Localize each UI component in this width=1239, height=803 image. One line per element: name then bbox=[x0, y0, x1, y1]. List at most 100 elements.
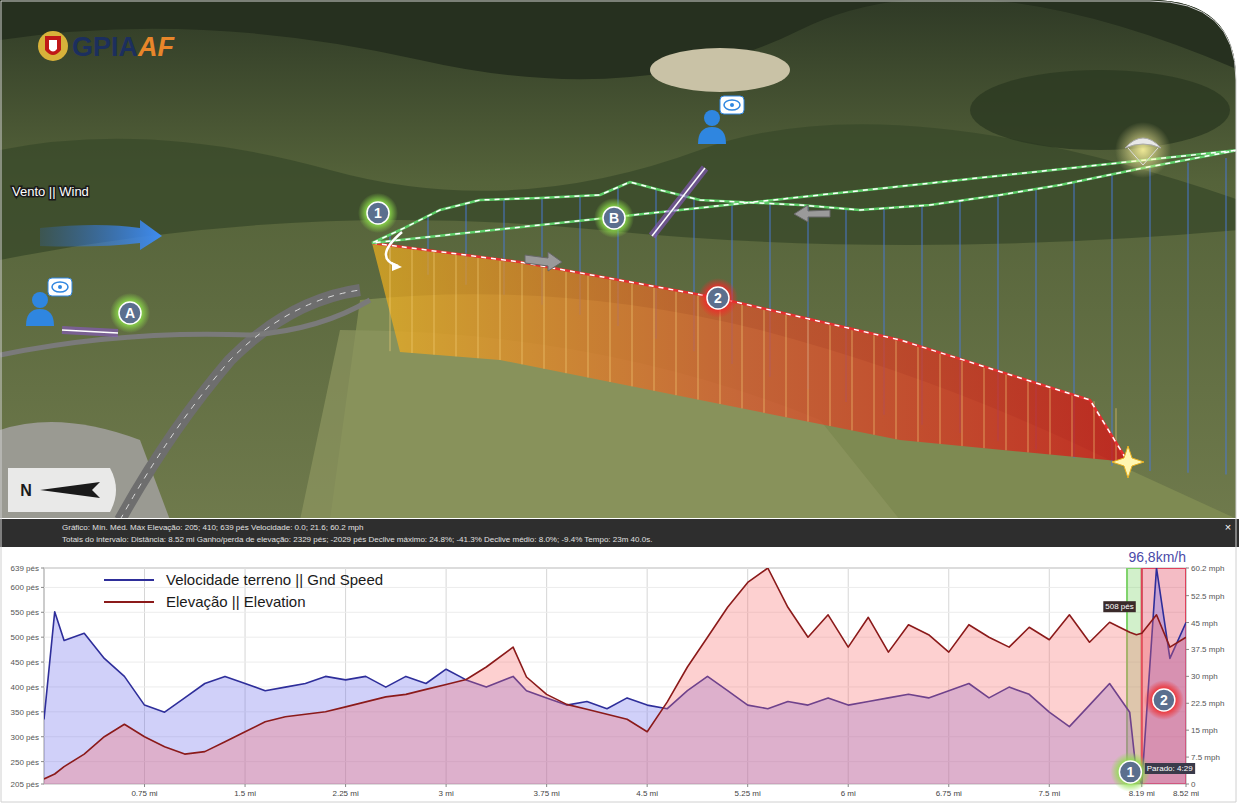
annotation-group: 508 pés bbox=[1103, 601, 1135, 612]
witness-head bbox=[704, 110, 720, 126]
marker-glow bbox=[110, 293, 150, 333]
stats-line: Totais do intervalo: Distância: 8.52 mi … bbox=[62, 535, 652, 544]
tick bbox=[1049, 784, 1050, 787]
tick bbox=[1186, 676, 1189, 677]
descent-track bbox=[372, 243, 1128, 462]
y-tick-label: 300 pés bbox=[11, 733, 39, 742]
direction-arrow bbox=[525, 252, 562, 271]
curtain-line bbox=[808, 319, 809, 422]
tick bbox=[41, 612, 44, 613]
marker-disc bbox=[707, 287, 729, 309]
grid-line bbox=[44, 568, 1186, 569]
annotation: 508 pés bbox=[1105, 602, 1133, 611]
area-fill bbox=[44, 568, 1186, 784]
curtain-line bbox=[412, 248, 413, 353]
tick bbox=[245, 784, 246, 787]
drop-line bbox=[1187, 163, 1188, 473]
y2-tick-label: 22.5 mph bbox=[1191, 699, 1224, 708]
annotation-group: Parado: 4:29 bbox=[1145, 763, 1195, 774]
marker-label: A bbox=[125, 305, 135, 321]
witness-head bbox=[32, 292, 48, 308]
y-tick-label: 500 pés bbox=[11, 633, 39, 642]
close-button: × bbox=[1225, 521, 1231, 533]
legend-label: Velocidade terreno || Gnd Speed bbox=[166, 571, 383, 588]
tick bbox=[1186, 568, 1189, 569]
marker-disc bbox=[1119, 761, 1141, 783]
y2-tick-label: 30 mph bbox=[1191, 672, 1218, 681]
curtain-line bbox=[918, 346, 919, 442]
tick bbox=[41, 587, 44, 588]
y2-tick-label: 0 bbox=[1191, 780, 1196, 789]
y-tick-label: 400 pés bbox=[11, 683, 39, 692]
marker-disc bbox=[119, 302, 141, 324]
stats-bar bbox=[0, 519, 1239, 547]
tick bbox=[848, 784, 849, 787]
annotation-bg bbox=[1145, 763, 1195, 774]
x-tick-label: 0.75 mi bbox=[131, 789, 157, 798]
tick bbox=[41, 711, 44, 712]
logo-text: GPIAAF bbox=[72, 32, 176, 62]
curtain-line bbox=[874, 334, 875, 435]
y2-tick-label: 37.5 mph bbox=[1191, 645, 1224, 654]
legend-swatch bbox=[104, 601, 154, 603]
y-tick-label: 639 pés bbox=[11, 564, 39, 573]
curtain-line bbox=[676, 290, 677, 395]
sight-line bbox=[652, 168, 705, 236]
tick bbox=[41, 637, 44, 638]
curtain-line bbox=[1094, 401, 1095, 458]
witness-body bbox=[26, 309, 54, 326]
y2-tick-label: 52.5 mph bbox=[1191, 592, 1224, 601]
logo-emblem bbox=[38, 31, 68, 61]
y2-tick-label: 15 mph bbox=[1191, 726, 1218, 735]
turn-arrow bbox=[392, 262, 402, 271]
wind-label: Vento || Wind bbox=[12, 184, 89, 199]
sight-line bbox=[652, 168, 705, 236]
glider-glow bbox=[1115, 122, 1171, 178]
marker-glow bbox=[594, 198, 634, 238]
tick bbox=[41, 736, 44, 737]
series-line bbox=[44, 568, 1186, 784]
tick bbox=[41, 662, 44, 663]
glide-track bbox=[372, 150, 1239, 243]
far-hills bbox=[0, 0, 1239, 79]
annotation: Parado: 4:29 bbox=[1147, 764, 1193, 773]
marker-disc bbox=[603, 207, 625, 229]
marker-glow bbox=[698, 278, 738, 318]
tick bbox=[1186, 649, 1189, 650]
tick bbox=[647, 784, 648, 787]
y-tick-label: 250 pés bbox=[11, 758, 39, 767]
terrain-view: Vento || Wind12ABN bbox=[0, 0, 1239, 520]
x-tick-label: 3 mi bbox=[439, 789, 454, 798]
tick bbox=[41, 761, 44, 762]
curtain-line bbox=[434, 251, 435, 355]
sight-line bbox=[62, 330, 118, 333]
series-line bbox=[44, 568, 1186, 779]
legend-swatch bbox=[104, 579, 154, 581]
area-fill bbox=[44, 568, 1186, 784]
compass-arrow bbox=[40, 482, 100, 498]
speech-bubble bbox=[720, 96, 744, 114]
marker: A bbox=[110, 293, 150, 333]
eye bbox=[52, 282, 68, 292]
curtain-line bbox=[940, 353, 941, 444]
annotation-bg bbox=[1103, 601, 1135, 612]
logo: GPIAAF bbox=[38, 31, 176, 62]
drop-line bbox=[1149, 167, 1150, 471]
tick bbox=[747, 784, 748, 787]
tick bbox=[41, 568, 44, 569]
logo-emblem bbox=[45, 36, 61, 55]
road bbox=[0, 300, 370, 355]
marker-disc bbox=[367, 202, 389, 224]
road-line bbox=[120, 290, 360, 520]
marker-glow bbox=[1144, 680, 1184, 720]
marker-label: 1 bbox=[374, 205, 382, 221]
eye bbox=[58, 285, 62, 289]
curtain-line bbox=[566, 270, 567, 373]
glider-line bbox=[1143, 148, 1158, 165]
compass-bg bbox=[8, 468, 116, 512]
curtain-line bbox=[830, 324, 831, 426]
quarry bbox=[650, 48, 790, 92]
curtain-line bbox=[500, 259, 501, 360]
x-tick-label: 6.75 mi bbox=[936, 789, 962, 798]
drop-line bbox=[1111, 174, 1112, 466]
